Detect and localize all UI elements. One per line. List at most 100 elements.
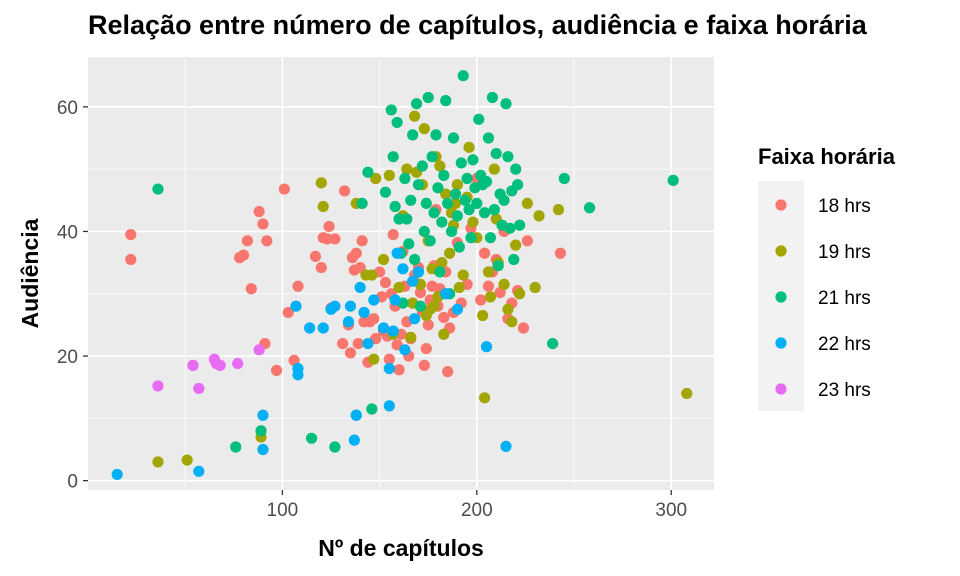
data-point-23-hrs [232,357,244,370]
data-point-19-hrs [533,210,545,222]
data-point-21-hrs [558,172,570,185]
data-point-22-hrs [440,288,452,300]
chart-title: Relação entre número de capítulos, audiê… [88,10,867,40]
data-point-22-hrs [344,300,357,312]
x-tick-label: 100 [267,500,299,521]
data-point-19-hrs [383,169,395,181]
data-point-18-hrs [323,220,335,233]
data-point-22-hrs [348,434,360,446]
data-point-18-hrs [241,235,254,247]
data-point-22-hrs [389,294,401,306]
data-point-21-hrs [414,300,427,312]
data-point-21-hrs [512,179,524,191]
data-point-21-hrs [391,116,403,129]
data-point-21-hrs [329,441,341,453]
data-point-18-hrs [482,280,495,292]
data-point-23-hrs [152,380,164,392]
grid-minor [88,57,714,490]
legend-label: 19 hrs [818,242,871,263]
data-point-18-hrs [270,364,283,376]
data-point-21-hrs [502,151,514,163]
x-axis: 100 200 300 [267,490,687,521]
data-point-19-hrs [368,353,380,365]
data-point-23-hrs [193,382,205,395]
data-point-19-hrs [453,281,465,294]
legend-key-21-hrs [775,291,787,303]
data-point-21-hrs [465,232,477,244]
data-point-19-hrs [434,160,446,172]
data-point-19-hrs [498,278,510,291]
data-point-18-hrs [237,249,250,261]
data-point-21-hrs [461,172,473,185]
data-point-22-hrs [329,300,341,312]
data-point-18-hrs [309,250,322,262]
data-point-19-hrs [315,177,327,189]
data-point-21-hrs [478,207,491,219]
data-point-21-hrs [379,186,392,198]
data-point-19-hrs [681,387,693,400]
data-point-18-hrs [387,228,399,241]
data-point-18-hrs [253,205,265,218]
data-point-18-hrs [438,311,450,324]
data-point-18-hrs [393,364,405,376]
data-point-21-hrs [366,403,378,415]
data-point-21-hrs [438,169,450,181]
data-point-19-hrs [370,172,382,185]
legend: Faixa horária 18 hrs 19 hrs 21 hrs 22 hrs 23… [758,144,896,411]
data-point-21-hrs [418,225,430,238]
data-point-21-hrs [473,113,485,125]
data-point-19-hrs [482,266,495,278]
data-point-22-hrs [304,322,316,334]
data-point-21-hrs [498,194,510,206]
data-point-21-hrs [508,253,520,266]
data-point-21-hrs [500,98,512,110]
data-point-18-hrs [315,261,327,274]
y-tick-label: 40 [57,222,78,243]
data-point-21-hrs [445,225,458,238]
data-point-21-hrs [405,194,417,206]
legend-key-18-hrs [775,199,787,211]
data-point-21-hrs [447,132,460,144]
data-point-21-hrs [488,204,500,216]
data-point-19-hrs [451,179,463,191]
data-point-19-hrs [436,256,448,269]
data-point-19-hrs [463,141,475,153]
y-tick-label: 60 [57,98,78,119]
data-point-22-hrs [391,247,403,259]
data-point-22-hrs [412,266,425,278]
data-point-21-hrs [490,147,502,160]
data-point-19-hrs [477,309,489,322]
data-point-18-hrs [517,322,530,334]
data-point-21-hrs [432,182,444,194]
data-point-19-hrs [488,163,500,175]
y-axis-title: Audiência [17,218,43,328]
data-point-19-hrs [409,110,421,122]
data-point-18-hrs [292,280,304,292]
data-point-22-hrs [451,303,463,315]
data-point-18-hrs [521,235,533,247]
data-point-21-hrs [455,157,467,169]
legend-label: 22 hrs [818,334,871,355]
data-point-23-hrs [253,344,265,356]
legend-label: 21 hrs [818,288,871,309]
x-axis-title: Nº de capítulos [318,535,484,561]
data-point-18-hrs [356,235,368,247]
data-points [111,70,693,481]
data-point-21-hrs [152,183,164,195]
data-point-21-hrs [451,210,463,222]
data-point-19-hrs [181,454,193,466]
data-point-21-hrs [389,200,401,213]
data-point-22-hrs [500,440,512,452]
data-point-22-hrs [377,322,390,334]
data-point-18-hrs [329,233,341,245]
data-point-19-hrs [366,269,378,281]
data-point-22-hrs [257,409,269,421]
data-point-21-hrs [667,174,679,186]
data-point-18-hrs [344,347,357,359]
data-point-18-hrs [379,276,392,289]
data-point-18-hrs [125,228,137,241]
data-point-21-hrs [492,260,504,272]
data-point-22-hrs [397,263,409,275]
data-point-18-hrs [125,253,137,266]
